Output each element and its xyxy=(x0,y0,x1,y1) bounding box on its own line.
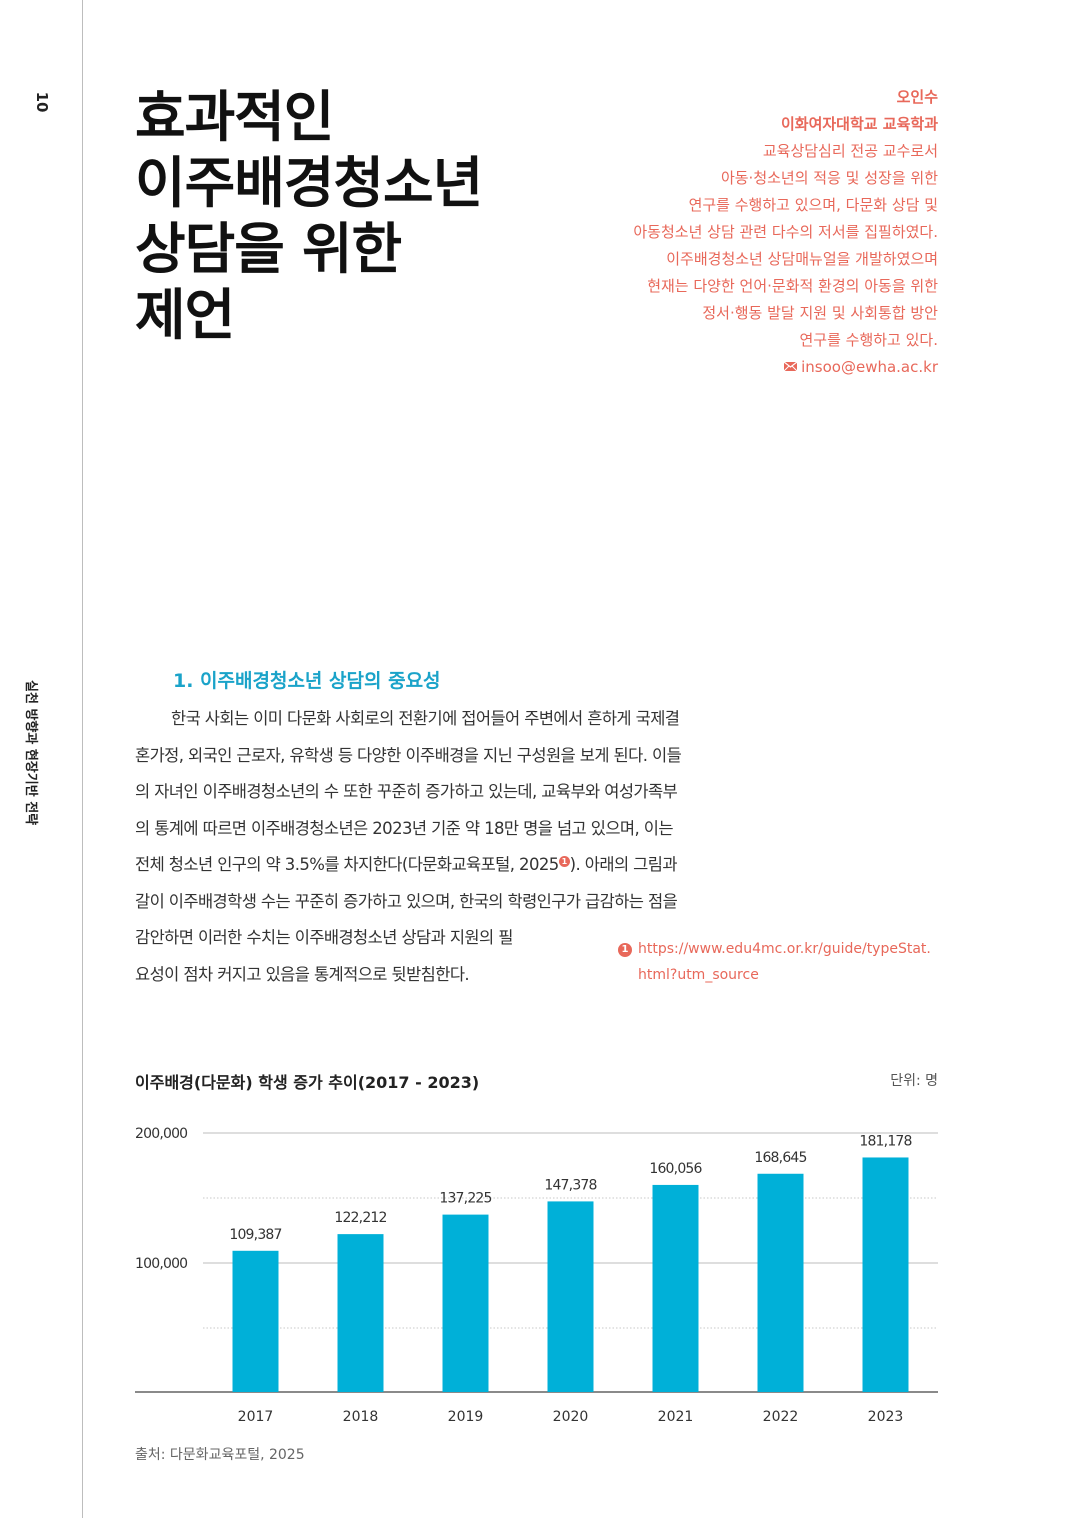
title-line: 상담을 위한 xyxy=(135,217,402,281)
author-bio-line: 아동·청소년의 적응 및 성장을 위한 xyxy=(720,169,938,187)
x-tick-label: 2018 xyxy=(343,1409,379,1425)
data-label: 181,178 xyxy=(859,1133,911,1149)
author-bio-line: 현재는 다양한 언어·문화적 환경의 아동을 위한 xyxy=(647,277,938,295)
body-line: 요성이 점차 커지고 있음을 통계적으로 뒷받침한다. xyxy=(135,964,470,984)
author-bio-line: 이주배경청소년 상담매뉴얼을 개발하였으며 xyxy=(666,250,938,268)
x-tick-label: 2023 xyxy=(868,1409,904,1425)
body-line: 갈이 이주배경학생 수는 꾸준히 증가하고 있으며, 한국의 학령인구가 급감하… xyxy=(135,891,678,911)
data-label: 137,225 xyxy=(439,1191,491,1207)
body-line: 한국 사회는 이미 다문화 사회로의 전환기에 접어들어 주변에서 흔하게 국제… xyxy=(171,709,680,728)
section-heading: 1. 이주배경청소년 상담의 중요성 xyxy=(173,670,441,692)
y-tick-label: 100,000 xyxy=(135,1256,187,1272)
title-line: 이주배경청소년 xyxy=(135,151,483,215)
bar xyxy=(757,1173,804,1392)
side-section-label: 실천 방향과 현장기반 전략 xyxy=(23,680,38,826)
article-title: 효과적인 이주배경청소년 상담을 위한 제언 xyxy=(135,84,483,348)
body-line-with-footnote: 전체 청소년 인구의 약 3.5%를 차지한다(다문화교육포털, 2025 1).… xyxy=(135,847,780,884)
body-line-text: 전체 청소년 인구의 약 3.5%를 차지한다(다문화교육포털, 2025 xyxy=(135,855,559,874)
x-tick-label: 2020 xyxy=(553,1409,589,1425)
body-line-tail: ). 아래의 그림과 xyxy=(569,855,678,874)
data-label: 147,378 xyxy=(544,1177,596,1193)
bar xyxy=(547,1201,594,1392)
author-email-row[interactable]: insoo@ewha.ac.kr xyxy=(578,354,938,381)
body-line: 감안하면 이러한 수치는 이주배경청소년 상담과 지원의 필 xyxy=(135,928,513,947)
data-label: 160,056 xyxy=(649,1161,702,1177)
data-label: 109,387 xyxy=(229,1227,281,1243)
chart-title: 이주배경(다문화) 학생 증가 추이(2017 - 2023) xyxy=(135,1073,480,1092)
author-bio-line: 아동청소년 상담 관련 다수의 저서를 집필하였다. xyxy=(633,223,938,241)
x-tick-label: 2022 xyxy=(763,1409,799,1425)
author-bio-line: 정서·행동 발달 지원 및 사회통합 방안 xyxy=(702,304,938,322)
footnote: 1 https://www.edu4mc.or.kr/guide/typeStat… xyxy=(618,936,948,988)
author-block: 오인수 이화여자대학교 교육학과 교육상담심리 전공 교수로서 아동·청소년의 … xyxy=(578,84,938,381)
chart-source: 출처: 다문화교육포털, 2025 xyxy=(135,1447,305,1463)
body-line: 의 자녀인 이주배경청소년의 수 또한 꾸준히 증가하고 있는데, 교육부와 여… xyxy=(135,782,678,801)
body-line: 의 통계에 따르면 이주배경청소년은 2023년 기준 약 18만 명을 넘고 … xyxy=(135,818,674,838)
bar xyxy=(232,1250,279,1392)
title-line: 제언 xyxy=(135,283,235,347)
footnote-url-line1[interactable]: https://www.edu4mc.or.kr/guide/typeStat. xyxy=(638,941,931,957)
author-name: 오인수 xyxy=(896,88,938,106)
author-bio-line: 연구를 수행하고 있으며, 다문화 상담 및 xyxy=(688,196,938,214)
body-line: 혼가정, 외국인 근로자, 유학생 등 다양한 이주배경을 지닌 구성원을 보게… xyxy=(135,745,682,765)
side-rule xyxy=(82,0,83,1518)
data-label: 122,212 xyxy=(334,1210,386,1226)
author-email[interactable]: insoo@ewha.ac.kr xyxy=(801,358,938,376)
author-affiliation: 이화여자대학교 교육학과 xyxy=(780,115,938,133)
author-bio-line: 교육상담심리 전공 교수로서 xyxy=(762,142,938,160)
x-tick-label: 2017 xyxy=(238,1409,274,1425)
author-bio-line: 연구를 수행하고 있다. xyxy=(799,331,938,349)
bar xyxy=(337,1234,384,1392)
chart-unit: 단위: 명 xyxy=(890,1073,938,1089)
x-tick-label: 2019 xyxy=(448,1409,484,1425)
footnote-url-line2[interactable]: html?utm_source xyxy=(638,967,759,983)
bar xyxy=(652,1184,699,1392)
mail-icon xyxy=(784,362,798,371)
data-label: 168,645 xyxy=(754,1150,806,1166)
footnote-marker: 1 xyxy=(618,943,632,957)
page-number: 10 xyxy=(33,91,51,113)
x-tick-label: 2021 xyxy=(658,1409,694,1425)
bar xyxy=(862,1157,909,1392)
title-line: 효과적인 xyxy=(135,85,334,149)
bar xyxy=(442,1214,489,1392)
footnote-reference[interactable]: 1 xyxy=(558,855,570,867)
body-paragraph: 한국 사회는 이미 다문화 사회로의 전환기에 접어들어 주변에서 흔하게 국제… xyxy=(135,701,780,993)
y-tick-label: 200,000 xyxy=(135,1126,187,1142)
